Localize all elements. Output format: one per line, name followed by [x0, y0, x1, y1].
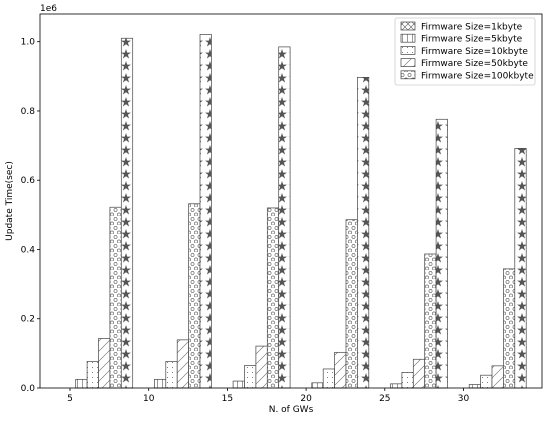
x-tick-label: 5 [67, 394, 73, 404]
bar-firmware-size-50kbyte-10 [176, 339, 189, 389]
bar-firmware-size-50kbyte-20 [334, 351, 347, 389]
bar-firmware-size-10kbyte-5 [86, 360, 99, 389]
legend: Firmware Size=1kbyte Firmware Size=5kbyte… [394, 17, 536, 86]
legend-swatch [400, 33, 416, 43]
bar-series-6-30 [514, 148, 527, 389]
legend-entry: Firmware Size=10kbyte [421, 47, 528, 57]
bar-firmware-size-100kbyte-30 [503, 268, 516, 389]
y-tick-label: 0.6 [21, 176, 36, 186]
y-tick-label: 0.4 [21, 245, 36, 255]
bar-firmware-size-5kbyte-25 [390, 383, 403, 389]
bar-series-6-25 [435, 118, 448, 389]
x-tick-label: 30 [458, 394, 470, 404]
legend-entry: Firmware Size=1kbyte [421, 23, 523, 33]
x-tick-label: 10 [143, 394, 155, 404]
legend-swatch [400, 58, 416, 67]
bar-firmware-size-10kbyte-30 [480, 374, 493, 389]
bar-firmware-size-5kbyte-30 [468, 384, 481, 389]
y-tick-label: 0.8 [21, 107, 36, 117]
bar-firmware-size-50kbyte-5 [98, 338, 111, 389]
bar-firmware-size-50kbyte-30 [491, 365, 504, 389]
legend-swatch [400, 70, 416, 80]
legend-entry: Firmware Size=50kbyte [421, 59, 528, 69]
bar-firmware-size-50kbyte-25 [412, 358, 426, 389]
bar-firmware-size-5kbyte-5 [75, 378, 88, 389]
bar-series-6-15 [278, 46, 291, 389]
axes: 5 10 15 20 25 30 0.0 0.2 0.4 0.6 0.8 1.0 1e6 N. of GW… [5, 4, 543, 415]
bar-firmware-size-5kbyte-20 [311, 382, 324, 389]
y-tick-label: 0.0 [21, 384, 36, 394]
bar-series-6-5 [120, 37, 134, 389]
bar-firmware-size-10kbyte-25 [401, 372, 414, 389]
legend-entry: Firmware Size=100kbyte [421, 71, 534, 81]
x-tick-label: 20 [300, 394, 312, 404]
bar-firmware-size-100kbyte-10 [188, 203, 201, 389]
legend-entry: Firmware Size=5kbyte [421, 35, 523, 45]
y-offset-label: 1e6 [40, 4, 57, 14]
bar-firmware-size-100kbyte-25 [424, 253, 437, 389]
x-axis-label: N. of GWs [269, 405, 314, 415]
axes-frame [39, 13, 543, 389]
bar-series-6-20 [357, 77, 370, 389]
bar-firmware-size-5kbyte-15 [232, 380, 245, 389]
y-axis-label: Update Time(sec) [5, 161, 15, 241]
bar-firmware-size-10kbyte-20 [322, 368, 335, 389]
bar-firmware-size-5kbyte-10 [154, 378, 167, 389]
y-tick-label: 1.0 [21, 38, 36, 48]
bar-firmware-size-100kbyte-20 [345, 219, 358, 389]
bar-series-6-10 [199, 34, 212, 389]
legend-box [394, 17, 536, 86]
x-tick-label: 25 [379, 394, 390, 404]
plot-area [75, 34, 527, 389]
bar-firmware-size-10kbyte-10 [165, 360, 178, 389]
bar-firmware-size-10kbyte-15 [244, 365, 257, 389]
legend-swatch [400, 46, 416, 55]
bar-firmware-size-50kbyte-15 [255, 345, 268, 389]
x-tick-label: 15 [222, 394, 233, 404]
legend-swatch [400, 21, 416, 31]
y-tick-label: 0.2 [21, 315, 35, 325]
bar-firmware-size-100kbyte-15 [266, 207, 280, 389]
bar-firmware-size-100kbyte-5 [109, 206, 122, 389]
